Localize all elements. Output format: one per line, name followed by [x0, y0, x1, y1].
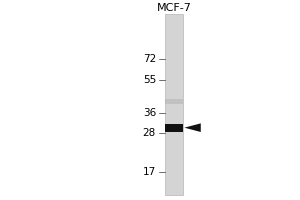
- Bar: [165, 14, 183, 195]
- Bar: [165, 124, 183, 132]
- Text: MCF-7: MCF-7: [157, 3, 191, 13]
- Text: 36: 36: [143, 108, 156, 118]
- Text: 28: 28: [143, 128, 156, 138]
- Text: 72: 72: [143, 54, 156, 64]
- Text: 17: 17: [143, 167, 156, 177]
- Bar: [165, 99, 183, 104]
- Text: 55: 55: [143, 75, 156, 85]
- Polygon shape: [184, 123, 201, 132]
